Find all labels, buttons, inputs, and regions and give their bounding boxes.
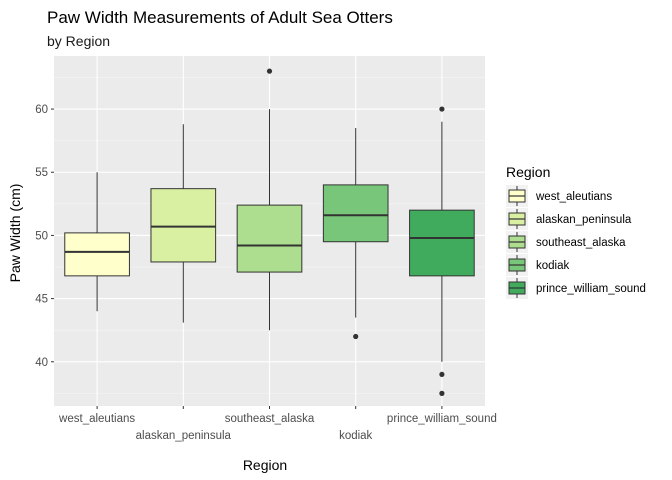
x-tick-label: west_aleutians [58,413,135,425]
x-tick-label: alaskan_peninsula [136,430,232,442]
box-southeast_alaska [236,68,303,331]
box-body [236,204,303,273]
legend-label-kodiak: kodiak [536,260,569,272]
y-tick-label: 40 [35,357,48,369]
box-body [409,209,475,277]
box-alaskan_peninsula [150,124,217,323]
y-axis: 40 45 50 55 60 [35,104,54,369]
box-body [322,184,389,243]
box-layer [64,68,475,396]
y-tick-label: 45 [35,294,48,306]
legend-label-prince_william_sound: prince_william_sound [536,283,646,295]
box-body [150,188,217,263]
chart-subtitle: by Region [47,33,110,49]
legend-key-prince_william_sound [506,277,528,299]
outlier-point [439,106,445,112]
outlier-point [266,68,273,74]
box-kodiak [322,128,389,340]
box-body [64,232,130,277]
y-tick-label: 50 [35,230,48,242]
y-tick-label: 60 [35,104,48,116]
x-tick-label: kodiak [339,430,372,442]
legend-label-alaskan_peninsula: alaskan_peninsula [536,214,632,226]
legend-label-southeast_alaska: southeast_alaska [536,237,626,249]
x-tick-label: southeast_alaska [225,413,315,425]
legend-key-southeast_alaska [506,231,528,253]
x-axis-title: Region [243,457,287,473]
box-west_aleutians [64,172,130,312]
y-axis-title: Paw Width (cm) [7,184,23,283]
outlier-point [439,390,445,396]
legend-key-west_aleutians [506,185,528,207]
box-prince_william_sound [409,106,475,396]
legend-label-west_aleutians: west_aleutians [535,191,612,203]
outlier-point [439,371,445,378]
chart-title: Paw Width Measurements of Adult Sea Otte… [47,8,393,27]
legend-key-kodiak [506,254,528,276]
legend: west_aleutians alaskan_peninsula southeast… [506,185,646,299]
y-tick-label: 55 [35,167,48,179]
legend-title: Region [506,164,550,180]
outlier-point [353,333,359,340]
x-tick-label: prince_william_sound [387,413,497,425]
legend-key-alaskan_peninsula [506,208,528,230]
